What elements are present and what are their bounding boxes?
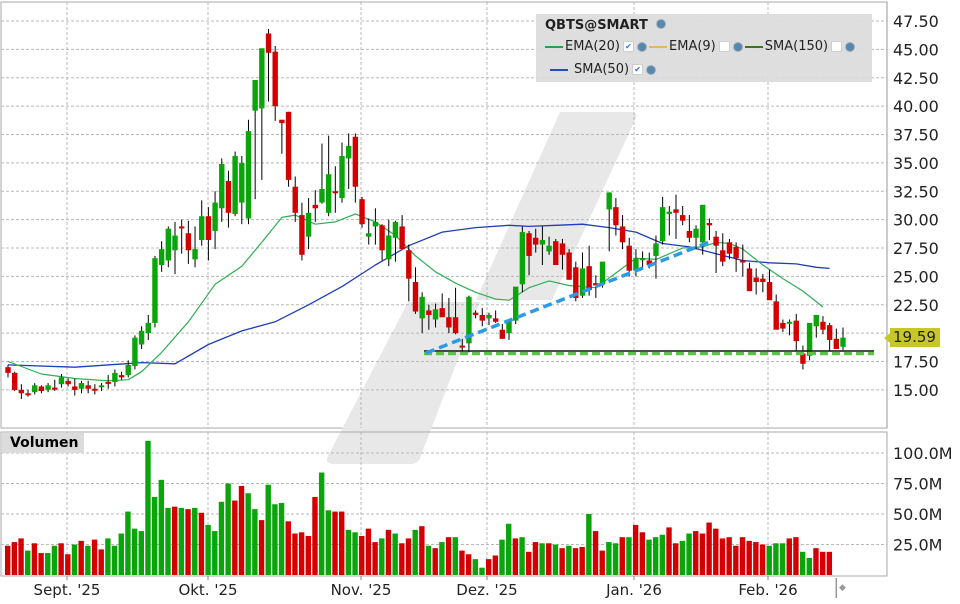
svg-text:15.00: 15.00 [893,381,939,400]
svg-text:Dez. '25: Dez. '25 [456,581,517,599]
legend-row-1: EMA(20) ✔ EMA(9) SMA(150) [545,39,857,54]
svg-text:17.50: 17.50 [893,353,939,372]
volume-panel [0,431,888,577]
sma50-checkbox[interactable]: ✔ [632,64,644,75]
ema20-settings-icon[interactable] [637,41,648,52]
svg-text:47.50: 47.50 [893,12,939,31]
price-axis-labels: 47.50 45.00 42.50 40.00 37.50 35.00 32.50 30.00… [893,12,939,400]
ema9-checkbox[interactable] [718,41,730,52]
svg-text:35.00: 35.00 [893,154,939,173]
sma150-swatch-icon [744,45,763,48]
candlesticks [5,28,846,399]
svg-text:32.50: 32.50 [893,182,939,201]
sma150-checkbox[interactable] [831,41,843,52]
ema20-swatch-icon [545,45,563,48]
volume-panel-title: Volumen [2,433,84,453]
volume-axis-labels: 100.0M 75.0M 50.0M 25.0M [893,444,953,555]
watermark-logo [326,112,637,464]
svg-text:27.50: 27.50 [893,239,939,258]
ema20-line [7,213,824,382]
svg-text:Jan. '26: Jan. '26 [605,581,662,599]
svg-text:22.50: 22.50 [893,296,939,315]
legend-row-2: SMA(50) ✔ [550,62,658,77]
date-axis-labels: Sept. '25 Okt. '25 Nov. '25 Dez. '25 Jan. '2… [34,581,798,599]
legend-item-sma150[interactable]: SMA(150) [744,39,857,54]
volume-bars [5,440,833,575]
drawn-trendlines[interactable] [424,239,874,356]
svg-text:75.0M: 75.0M [893,475,942,494]
ema20-checkbox[interactable]: ✔ [623,41,635,52]
ema9-settings-icon[interactable] [732,41,743,52]
svg-text:37.50: 37.50 [893,126,939,145]
svg-text:Feb. '26: Feb. '26 [738,581,797,599]
indicator-legend: QBTS@SMART EMA(20) ✔ EMA(9) SMA(150) [536,14,872,82]
svg-text:Sept. '25: Sept. '25 [34,581,101,599]
last-price-badge: 19.59 [884,328,940,347]
sma50-settings-icon[interactable] [646,64,657,75]
svg-text:42.50: 42.50 [893,69,939,88]
svg-text:25.0M: 25.0M [893,536,942,555]
sma50-swatch-icon [550,68,568,71]
symbol-title: QBTS@SMART [545,18,668,33]
svg-text:40.00: 40.00 [893,97,939,116]
ema9-swatch-icon [649,45,668,48]
svg-text:25.00: 25.00 [893,267,939,286]
sma50-line [7,223,830,368]
legend-item-ema20[interactable]: EMA(20) ✔ [545,39,649,54]
svg-text:100.0M: 100.0M [893,444,953,463]
svg-text:45.00: 45.00 [893,40,939,59]
svg-text:Nov. '25: Nov. '25 [331,581,392,599]
symbol-settings-icon[interactable] [656,19,667,29]
sma150-settings-icon[interactable] [845,41,856,52]
svg-text:30.00: 30.00 [893,211,939,230]
svg-text:50.0M: 50.0M [893,505,942,524]
legend-item-ema9[interactable]: EMA(9) [649,39,745,54]
scroll-right-icon[interactable]: ◆ [836,578,849,598]
svg-text:Okt. '25: Okt. '25 [178,581,237,599]
legend-item-sma50[interactable]: SMA(50) ✔ [550,62,658,77]
